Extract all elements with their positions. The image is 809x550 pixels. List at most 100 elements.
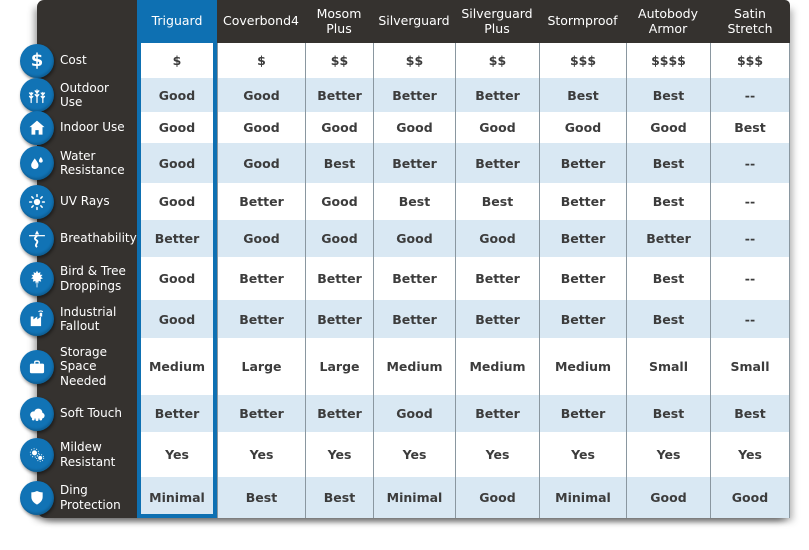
cell-autobody-armor-soft-touch: Best [626, 395, 710, 432]
cell-value: Yes [738, 447, 762, 462]
cell-value: Better [239, 406, 284, 421]
cell-stormproof-bird-tree-droppings: Better [539, 257, 626, 300]
row-label-text: Cost [60, 53, 87, 68]
cell-silverguard-bird-tree-droppings: Better [373, 257, 455, 300]
cell-value: Good [158, 194, 196, 209]
cell-value: Better [317, 311, 362, 327]
cell-mosom-plus-indoor-use: Good [305, 112, 373, 143]
column-header-coverbond4[interactable]: Coverbond4 [217, 0, 305, 43]
column-header-silverguard-plus[interactable]: Silverguard Plus [455, 0, 539, 43]
cell-value: Best [734, 406, 766, 421]
cell-value: Better [475, 271, 520, 286]
column-header-autobody-armor[interactable]: Autobody Armor [626, 0, 710, 43]
row-label-industrial-fallout: Industrial Fallout [20, 300, 137, 338]
cell-autobody-armor-bird-tree-droppings: Best [626, 257, 710, 300]
house-icon [20, 110, 54, 145]
column-header-label: Satin Stretch [727, 5, 773, 36]
cell-value: Good [243, 231, 280, 246]
cell-silverguard-industrial-fallout: Better [373, 300, 455, 338]
column-header-triguard[interactable]: Triguard [137, 0, 217, 43]
cell-autobody-armor-outdoor-use: Best [626, 78, 710, 112]
cell-mosom-plus-ding-protection: Best [305, 477, 373, 518]
row-label-storage-space-needed: Storage Space Needed [20, 338, 137, 395]
cell-triguard-breathability: Better [137, 220, 217, 257]
cell-satin-stretch-mildew-resistant: Yes [710, 432, 790, 477]
cell-mosom-plus-soft-touch: Better [305, 395, 373, 432]
cell-silverguard-plus-bird-tree-droppings: Better [455, 257, 539, 300]
cell-coverbond4-soft-touch: Better [217, 395, 305, 432]
cell-value: Yes [327, 447, 352, 462]
cell-value: Better [154, 406, 200, 421]
row-label-text: Indoor Use [60, 120, 125, 135]
column-header-label: Silverguard Plus [461, 5, 533, 36]
cell-silverguard-plus-indoor-use: Good [455, 112, 539, 143]
column-header-mosom-plus[interactable]: Mosom Plus [305, 0, 373, 43]
cell-coverbond4-industrial-fallout: Better [217, 300, 305, 338]
cell-value: $ [257, 53, 266, 68]
cell-value: Good [479, 120, 516, 135]
row-label-text: Outdoor Use [60, 80, 109, 109]
cell-triguard-soft-touch: Better [137, 395, 217, 432]
cell-silverguard-indoor-use: Good [373, 112, 455, 143]
cell-value: Better [392, 87, 437, 103]
cell-stormproof-uv-rays: Better [539, 183, 626, 220]
cell-value: Best [734, 120, 766, 135]
cell-satin-stretch-bird-tree-droppings: -- [710, 257, 790, 300]
cell-mosom-plus-cost: $$ [305, 43, 373, 78]
cell-autobody-armor-cost: $$$$ [626, 43, 710, 78]
cell-value: Medium [469, 359, 526, 374]
cell-stormproof-indoor-use: Good [539, 112, 626, 143]
row-label-cost: $ Cost [20, 43, 137, 78]
cell-value: Better [560, 194, 606, 209]
cell-coverbond4-storage-space-needed: Large [217, 338, 305, 395]
cell-coverbond4-outdoor-use: Good [217, 78, 305, 112]
cell-value: -- [744, 271, 756, 286]
cell-value: Better [560, 406, 606, 421]
column-header-silverguard[interactable]: Silverguard [373, 0, 455, 43]
column-header-label: Stormproof [547, 13, 618, 29]
cell-triguard-storage-space-needed: Medium [137, 338, 217, 395]
cell-value: Best [652, 311, 685, 327]
cell-coverbond4-indoor-use: Good [217, 112, 305, 143]
cell-value: Good [158, 87, 196, 103]
cell-value: Better [560, 271, 606, 286]
cell-value: $$ [488, 53, 507, 68]
cell-value: Good [243, 155, 280, 171]
cell-autobody-armor-industrial-fallout: Best [626, 300, 710, 338]
cell-stormproof-ding-protection: Minimal [539, 477, 626, 518]
corner-cell [37, 0, 137, 43]
cell-silverguard-plus-soft-touch: Better [455, 395, 539, 432]
cell-value: Better [392, 311, 437, 327]
row-label-soft-touch: Soft Touch [20, 395, 137, 432]
cell-value: Best [652, 406, 685, 421]
cell-value: Good [158, 311, 196, 327]
column-header-satin-stretch[interactable]: Satin Stretch [710, 0, 790, 43]
cell-value: Better [392, 271, 437, 286]
cell-value: Medium [148, 359, 206, 374]
cell-silverguard-plus-storage-space-needed: Medium [455, 338, 539, 395]
cell-value: Good [650, 490, 687, 505]
cell-value: Minimal [386, 490, 443, 505]
cell-triguard-outdoor-use: Good [137, 78, 217, 112]
cell-value: Yes [249, 447, 274, 462]
cell-value: $ [172, 53, 182, 68]
cell-silverguard-plus-ding-protection: Good [455, 477, 539, 518]
cell-triguard-mildew-resistant: Yes [137, 432, 217, 477]
cell-mosom-plus-mildew-resistant: Yes [305, 432, 373, 477]
cloud-icon [20, 396, 54, 431]
column-header-stormproof[interactable]: Stormproof [539, 0, 626, 43]
cell-value: Best [398, 194, 431, 209]
column-header-label: Coverbond4 [223, 13, 299, 29]
cell-value: Small [648, 359, 689, 374]
cell-value: Good [321, 194, 358, 209]
cell-stormproof-soft-touch: Better [539, 395, 626, 432]
column-header-label: Autobody Armor [638, 5, 698, 36]
airflow-icon [20, 221, 54, 256]
cell-silverguard-plus-water-resistance: Better [455, 143, 539, 183]
cell-value: Better [646, 231, 691, 246]
column-header-label: Mosom Plus [316, 5, 362, 36]
cell-satin-stretch-outdoor-use: -- [710, 78, 790, 112]
cell-value: Yes [402, 447, 427, 462]
cell-silverguard-water-resistance: Better [373, 143, 455, 183]
